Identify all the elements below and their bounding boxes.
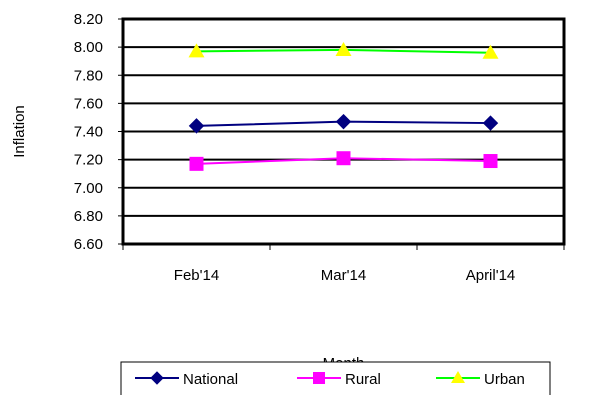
legend-item-national: National <box>135 371 238 388</box>
legend-label: National <box>183 371 238 388</box>
data-point-marker <box>482 44 499 59</box>
y-tick-label: 7.80 <box>74 67 103 84</box>
x-tick-label: April'14 <box>466 267 516 284</box>
legend-item-urban: Urban <box>436 371 525 388</box>
y-tick-label: 7.40 <box>74 124 103 141</box>
legend: National Rural Urban <box>120 361 551 395</box>
data-point-marker <box>189 156 204 171</box>
x-tick-label: Mar'14 <box>321 267 366 284</box>
data-point-marker <box>483 154 498 169</box>
data-point-marker <box>451 371 465 383</box>
y-tick-label: 6.60 <box>74 236 103 253</box>
series-group <box>188 41 499 171</box>
y-tick-label: 7.20 <box>74 152 103 169</box>
series-rural <box>189 151 498 171</box>
data-point-marker <box>482 115 499 131</box>
y-axis-ticks: 6.60 6.80 7.00 7.20 7.40 7.60 7.80 8.00 8.20 <box>74 11 123 253</box>
x-axis-ticks: Feb'14 Mar'14 April'14 <box>122 244 565 284</box>
data-point-marker <box>335 113 352 130</box>
data-point-marker <box>313 372 325 384</box>
y-tick-label: 6.80 <box>74 208 103 225</box>
x-tick-label: Feb'14 <box>174 267 219 284</box>
data-point-marker <box>336 151 351 166</box>
legend-label: Urban <box>484 371 525 388</box>
y-tick-label: 7.00 <box>74 180 103 197</box>
data-point-marker <box>188 118 205 134</box>
series-national <box>188 113 499 134</box>
y-tick-label: 8.20 <box>74 11 103 28</box>
y-tick-label: 8.00 <box>74 39 103 56</box>
series-urban <box>188 41 499 59</box>
y-axis-title: Inflation <box>11 105 28 158</box>
data-point-marker <box>335 41 352 56</box>
y-tick-label: 7.60 <box>74 95 103 112</box>
data-point-marker <box>188 43 205 58</box>
data-point-marker <box>150 371 164 385</box>
legend-label: Rural <box>345 371 381 388</box>
legend-item-rural: Rural <box>297 371 381 388</box>
